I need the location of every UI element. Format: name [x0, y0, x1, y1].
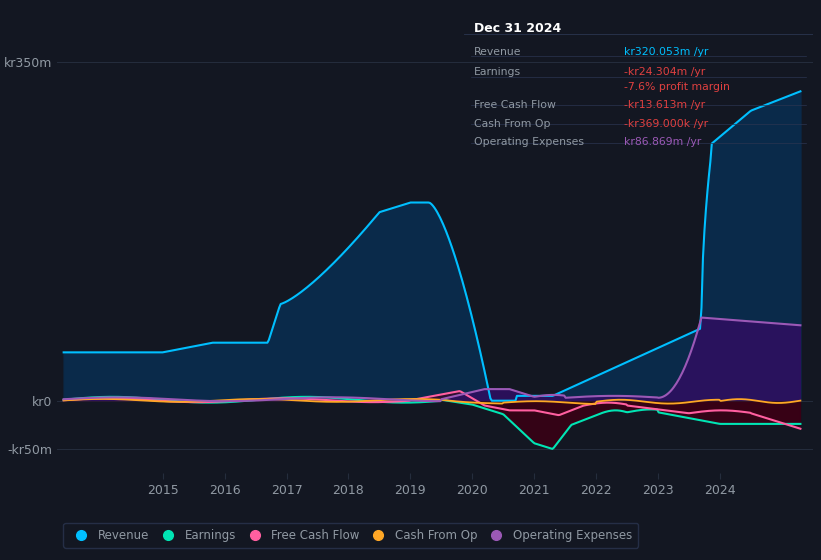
Text: Earnings: Earnings	[475, 67, 521, 77]
Text: Revenue: Revenue	[475, 47, 522, 57]
Text: kr86.869m /yr: kr86.869m /yr	[624, 137, 702, 147]
Text: Cash From Op: Cash From Op	[475, 119, 551, 129]
Text: Dec 31 2024: Dec 31 2024	[475, 22, 562, 35]
Text: Free Cash Flow: Free Cash Flow	[475, 100, 556, 110]
Text: -kr369.000k /yr: -kr369.000k /yr	[624, 119, 709, 129]
Text: -kr24.304m /yr: -kr24.304m /yr	[624, 67, 705, 77]
Text: -7.6% profit margin: -7.6% profit margin	[624, 82, 730, 92]
Text: -kr13.613m /yr: -kr13.613m /yr	[624, 100, 705, 110]
Text: Operating Expenses: Operating Expenses	[475, 137, 585, 147]
Legend: Revenue, Earnings, Free Cash Flow, Cash From Op, Operating Expenses: Revenue, Earnings, Free Cash Flow, Cash …	[63, 523, 638, 548]
Text: kr320.053m /yr: kr320.053m /yr	[624, 47, 709, 57]
